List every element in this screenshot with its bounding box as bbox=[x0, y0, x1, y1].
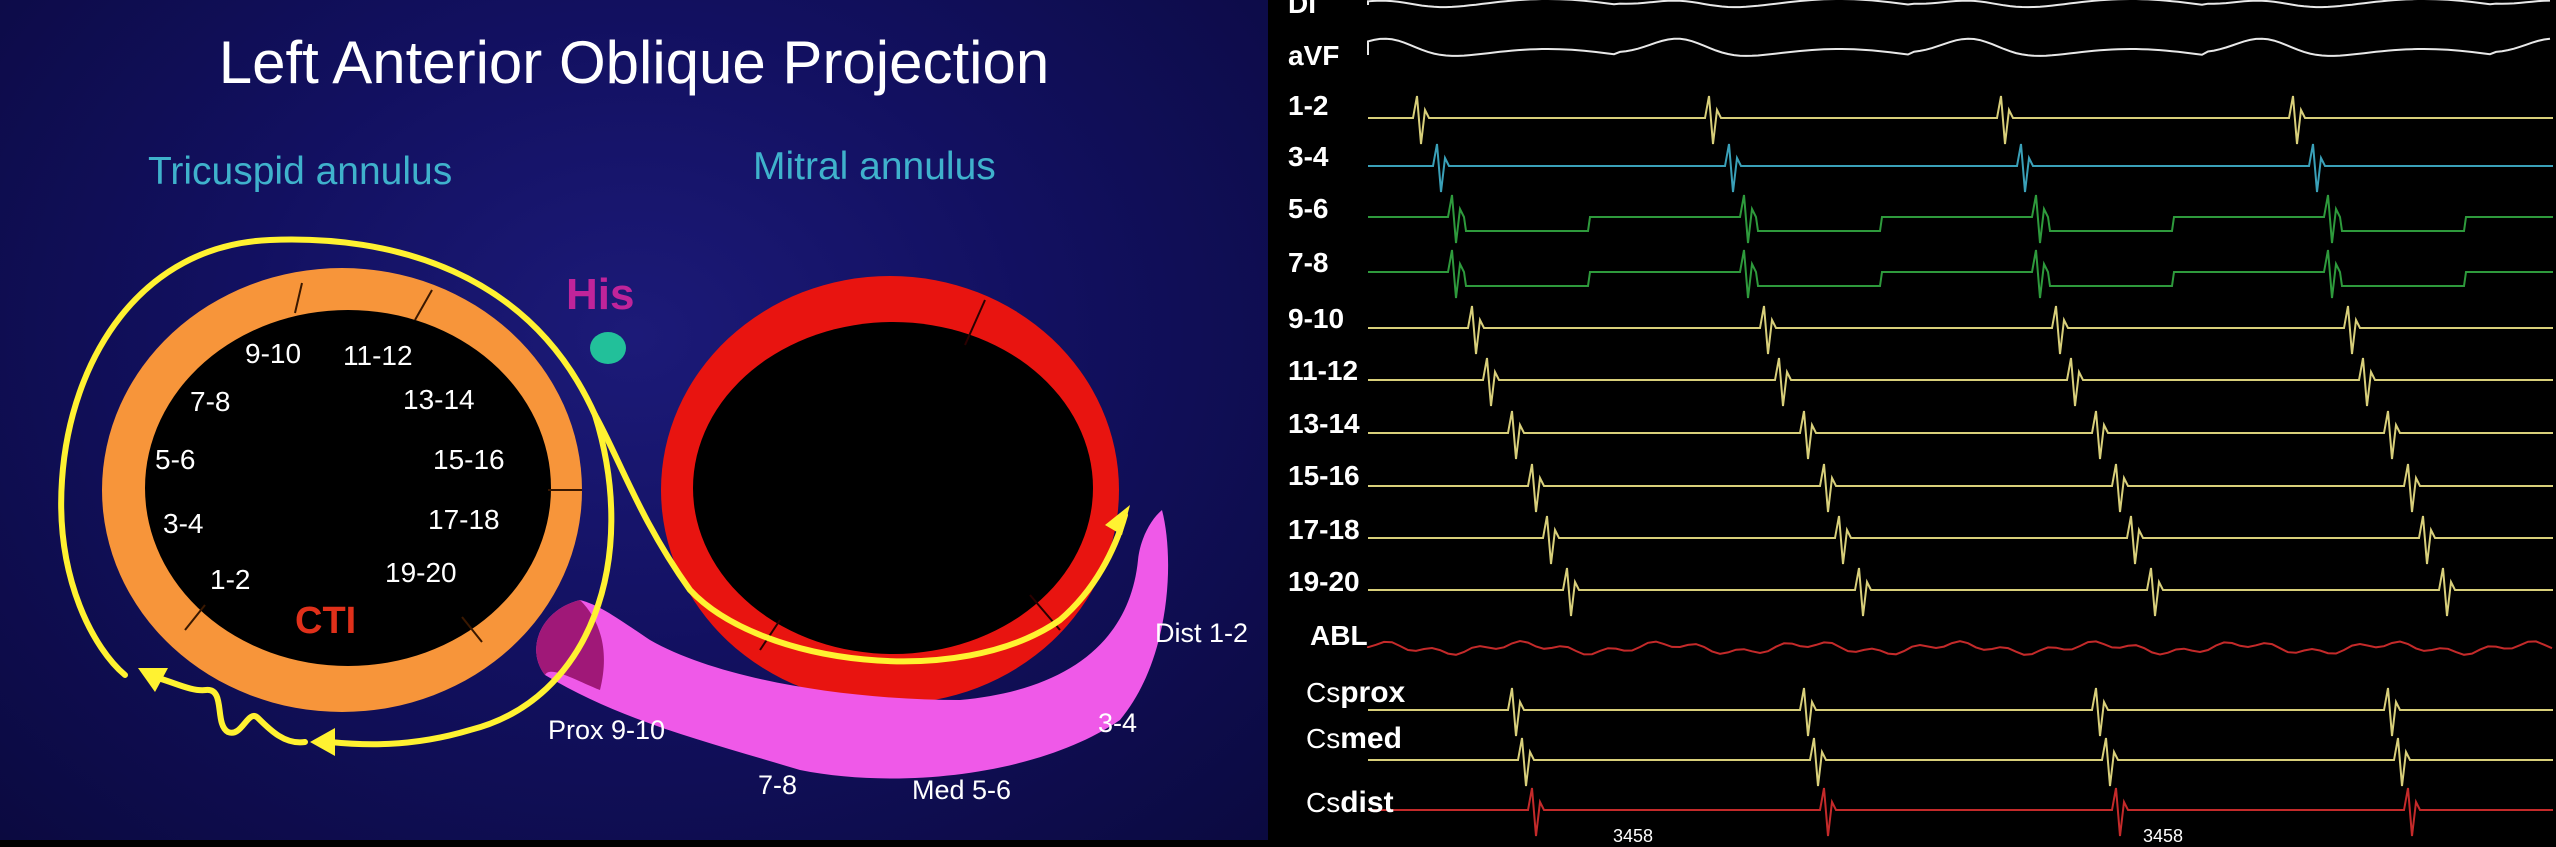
channel-label: 15-16 bbox=[1288, 460, 1360, 491]
egm-trace bbox=[1367, 0, 2551, 9]
annulus-diagram bbox=[58, 236, 1169, 779]
channel-label: DI bbox=[1288, 0, 1316, 19]
mitral-annulus-label: Mitral annulus bbox=[753, 145, 996, 188]
his-label: His bbox=[566, 270, 635, 319]
cs-pole-label: Med 5-6 bbox=[912, 775, 1012, 805]
egm-trace bbox=[1368, 357, 2553, 407]
egm-trace bbox=[1368, 737, 2553, 787]
channel-label-cs-prox: Csprox bbox=[1306, 676, 1406, 709]
channel-label-cs-dist: Csdist bbox=[1306, 786, 1394, 819]
mitral-annulus-lumen bbox=[693, 322, 1093, 654]
egm-trace bbox=[1368, 194, 2553, 244]
pole-label: 19-20 bbox=[385, 557, 457, 588]
cs-pole-label: Dist 1-2 bbox=[1155, 618, 1249, 648]
pole-label: 3-4 bbox=[163, 508, 204, 539]
pole-label: 15-16 bbox=[433, 444, 505, 475]
channel-label: 13-14 bbox=[1288, 408, 1360, 439]
cs-pole-label: 3-4 bbox=[1098, 708, 1138, 738]
diagram-title: Left Anterior Oblique Projection bbox=[218, 29, 1050, 96]
cs-pole-label: Prox 9-10 bbox=[548, 715, 666, 745]
egm-trace bbox=[1368, 249, 2553, 299]
channel-label: 5-6 bbox=[1288, 193, 1329, 224]
channel-label: aVF bbox=[1288, 40, 1340, 71]
pole-label: 5-6 bbox=[155, 444, 196, 475]
egm-trace bbox=[1367, 37, 2551, 57]
arrowheads bbox=[138, 505, 1130, 756]
egm-trace bbox=[1368, 410, 2553, 460]
channel-label: ABL bbox=[1310, 620, 1368, 651]
lao-diagram-panel: Left Anterior Oblique Projection Tricusp… bbox=[0, 0, 1268, 840]
channel-label: 17-18 bbox=[1288, 514, 1360, 545]
tricuspid-annulus-label: Tricuspid annulus bbox=[148, 150, 453, 193]
egm-trace bbox=[1368, 787, 2553, 837]
egm-trace bbox=[1368, 463, 2553, 513]
pole-label: 7-8 bbox=[190, 386, 231, 417]
electrogram-panel: DI aVF 1-2 3-4 5-6 7-8 9-10 11-12 13-14 … bbox=[1268, 0, 2556, 846]
egm-trace bbox=[1368, 687, 2553, 737]
egm-trace bbox=[1368, 143, 2553, 193]
pole-label: 13-14 bbox=[403, 384, 475, 415]
channel-label: 9-10 bbox=[1288, 303, 1345, 334]
pole-label: 1-2 bbox=[210, 564, 251, 595]
cs-pole-label: 7-8 bbox=[758, 770, 798, 800]
egm-trace bbox=[1368, 305, 2553, 355]
channel-label: 1-2 bbox=[1288, 90, 1329, 121]
his-bundle-marker bbox=[590, 332, 626, 364]
channel-label: 7-8 bbox=[1288, 247, 1329, 278]
egm-trace bbox=[1368, 95, 2553, 145]
tricuspid-annulus-lumen bbox=[145, 310, 551, 666]
electrogram-traces bbox=[1367, 0, 2553, 837]
coronary-sinus bbox=[536, 510, 1169, 779]
footer-value: 3458 bbox=[1613, 826, 1654, 846]
channel-label: 3-4 bbox=[1288, 141, 1329, 172]
channel-label-cs-med: Csmed bbox=[1306, 722, 1402, 755]
footer-value: 3458 bbox=[2143, 826, 2184, 846]
activation-arrow bbox=[58, 236, 1128, 748]
pole-label: 11-12 bbox=[343, 340, 413, 371]
pole-label: 17-18 bbox=[428, 504, 500, 535]
egm-trace bbox=[1367, 639, 2553, 656]
cti-label: CTI bbox=[295, 600, 357, 642]
pole-label: 9-10 bbox=[245, 338, 302, 369]
egm-trace bbox=[1368, 515, 2553, 565]
egm-trace bbox=[1368, 567, 2553, 617]
channel-label: 19-20 bbox=[1288, 566, 1360, 597]
channel-label: 11-12 bbox=[1288, 355, 1359, 386]
